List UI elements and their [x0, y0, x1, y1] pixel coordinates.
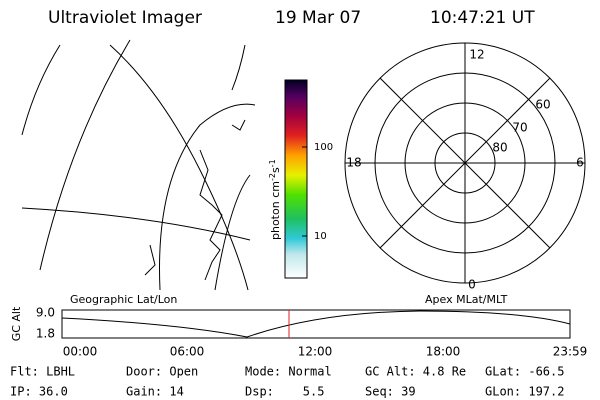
polar-label: 6: [576, 156, 584, 170]
colorbar-tick-label: 100: [314, 142, 333, 153]
x-tick-label: 00:00: [63, 345, 98, 359]
polar-label: 80: [492, 141, 507, 155]
status-field: GC Alt: 4.8 Re: [365, 365, 466, 379]
status-field: Mode: Normal: [245, 365, 332, 379]
polar-label: 70: [512, 121, 527, 135]
status-field: IP: 36.0: [10, 385, 68, 399]
label-exp: -1: [268, 159, 277, 167]
y-tick-label: 9.0: [36, 306, 55, 320]
status-field: GLat: -66.5: [485, 365, 564, 379]
x-tick-label: 06:00: [170, 345, 205, 359]
status-field: Door: Open: [126, 365, 198, 379]
polar-label: 12: [469, 48, 484, 62]
status-field: Gain: 14: [126, 385, 184, 399]
status-field: GLon: 197.2: [485, 385, 564, 399]
polar-label: 18: [346, 156, 361, 170]
x-tick-label: 12:00: [298, 345, 333, 359]
label-exp: -2: [268, 173, 277, 181]
polar-grid: [344, 42, 586, 284]
y-tick-label: 1.8: [36, 327, 55, 341]
label-text: s: [269, 167, 282, 173]
map: [21, 39, 256, 291]
polar-label: 0: [468, 278, 476, 292]
status-field: Dsp: 5.5: [245, 385, 324, 399]
altitude-curve: [61, 310, 571, 338]
timeline-box: [61, 309, 571, 339]
colorbar-label: photon cm-2s-1: [268, 159, 283, 240]
label-text: photon cm: [269, 181, 282, 240]
x-tick-label: 18:00: [426, 345, 461, 359]
footer: Flt: LBHL Door: Open Mode: Normal GC Alt: 4…: [10, 365, 564, 399]
colorbar-tick-label: 10: [314, 231, 327, 242]
polar-label: 60: [535, 98, 550, 112]
x-tick-label: 23:59: [553, 345, 588, 359]
timeline-axis-label: GC Alt: [10, 306, 23, 341]
timeline-right-label: Apex MLat/MLT: [425, 293, 508, 306]
time: 10:47:21 UT: [430, 8, 535, 28]
status-field: Flt: LBHL: [10, 365, 75, 379]
title: Ultraviolet Imager: [48, 8, 202, 28]
status-field: Seq: 39: [365, 385, 416, 399]
colorbar: [284, 79, 308, 279]
date: 19 Mar 07: [275, 8, 361, 28]
timeline-left-label: Geographic Lat/Lon: [70, 293, 177, 306]
